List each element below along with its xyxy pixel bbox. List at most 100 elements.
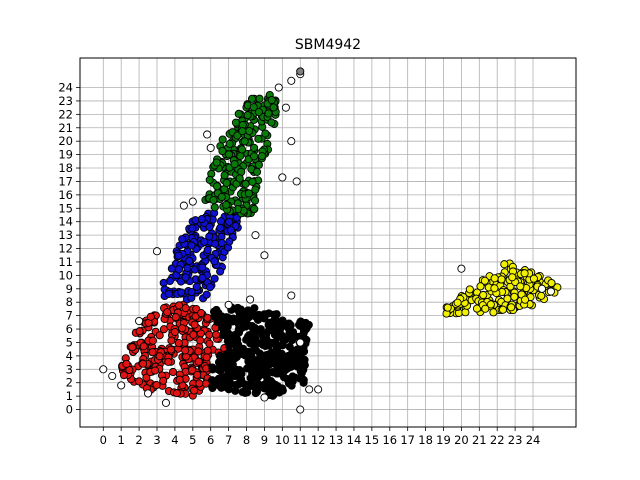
data-point <box>223 370 233 379</box>
data-point <box>241 179 250 188</box>
data-point <box>189 330 198 339</box>
x-tick-label: 2 <box>135 433 142 447</box>
data-point <box>520 269 529 278</box>
series-group <box>442 259 562 318</box>
data-point <box>216 223 225 232</box>
y-tick-label: 18 <box>58 161 73 175</box>
data-point <box>250 205 259 214</box>
x-tick-label: 24 <box>526 433 541 447</box>
data-point <box>224 150 233 159</box>
data-point <box>209 195 218 205</box>
data-point <box>254 380 263 389</box>
data-point <box>243 111 252 120</box>
data-point <box>171 313 180 322</box>
data-point <box>205 330 214 339</box>
outlier-point <box>179 201 188 210</box>
data-point <box>233 349 242 358</box>
data-point <box>226 331 235 340</box>
outlier-point <box>278 173 287 182</box>
outlier-point <box>287 76 296 85</box>
outlier-point <box>292 177 301 186</box>
data-point <box>190 386 199 395</box>
data-point <box>198 273 207 282</box>
data-point <box>303 322 312 331</box>
y-tick-label: 0 <box>66 403 73 417</box>
data-point <box>212 158 221 167</box>
data-point <box>177 288 186 297</box>
outlier-point <box>246 295 255 304</box>
data-point <box>516 282 525 291</box>
outlier-point <box>117 381 126 390</box>
outlier-point <box>305 385 314 394</box>
y-tick-label: 5 <box>66 335 73 349</box>
data-point <box>139 359 148 368</box>
data-point <box>264 326 273 335</box>
data-point <box>194 357 203 366</box>
x-tick-label: 0 <box>100 433 107 447</box>
y-tick-label: 12 <box>58 242 73 256</box>
y-tick-label: 7 <box>66 309 73 323</box>
data-point <box>288 372 297 381</box>
data-point <box>489 308 498 317</box>
data-point <box>128 343 137 352</box>
data-point <box>192 282 201 291</box>
data-point <box>266 377 276 386</box>
data-points <box>99 67 562 414</box>
data-point <box>508 273 517 282</box>
data-point <box>213 377 222 386</box>
data-point <box>300 347 309 356</box>
data-point <box>225 237 234 246</box>
data-point <box>228 317 237 326</box>
data-point <box>234 109 243 118</box>
data-point <box>245 331 254 340</box>
data-point <box>461 308 470 317</box>
data-point <box>267 390 276 399</box>
y-tick-label: 13 <box>58 228 73 242</box>
data-point <box>219 313 228 322</box>
data-point <box>250 143 259 152</box>
data-point <box>212 330 221 339</box>
data-point <box>276 366 285 375</box>
data-point <box>148 336 157 345</box>
data-point <box>507 303 516 312</box>
y-tick-label: 22 <box>58 107 73 121</box>
y-tick-label: 16 <box>58 188 73 202</box>
data-point <box>264 109 273 118</box>
data-point <box>205 175 214 184</box>
series-group <box>118 300 229 400</box>
y-tick-label: 15 <box>58 201 73 215</box>
data-point <box>253 167 262 176</box>
x-tick-label: 4 <box>171 433 178 447</box>
data-point <box>480 276 489 285</box>
data-point <box>205 222 214 232</box>
data-point <box>247 94 257 103</box>
outlier-point <box>152 247 162 256</box>
data-point <box>236 152 245 161</box>
data-point <box>166 345 175 354</box>
data-point <box>216 267 225 276</box>
data-point <box>185 256 194 265</box>
x-tick-label: 19 <box>436 433 451 447</box>
outlier-point <box>203 130 212 139</box>
data-point <box>205 232 214 241</box>
y-tick-label: 3 <box>66 362 73 376</box>
data-point <box>498 305 508 314</box>
outlier-point <box>457 264 466 273</box>
data-point <box>210 312 219 321</box>
outlier-point <box>135 316 144 326</box>
data-point <box>520 295 530 304</box>
data-point <box>200 237 209 246</box>
x-tick-label: 5 <box>189 433 196 447</box>
series-group <box>201 90 280 218</box>
outlier-point <box>260 251 269 260</box>
data-point <box>269 318 278 327</box>
data-point <box>242 388 251 397</box>
data-point <box>183 264 192 273</box>
data-point <box>279 373 289 382</box>
data-point <box>240 137 249 146</box>
y-tick-label: 17 <box>58 174 73 188</box>
data-point <box>490 284 499 293</box>
outlier-point <box>143 389 153 398</box>
outlier-point <box>296 338 305 347</box>
outlier-point <box>274 83 283 92</box>
